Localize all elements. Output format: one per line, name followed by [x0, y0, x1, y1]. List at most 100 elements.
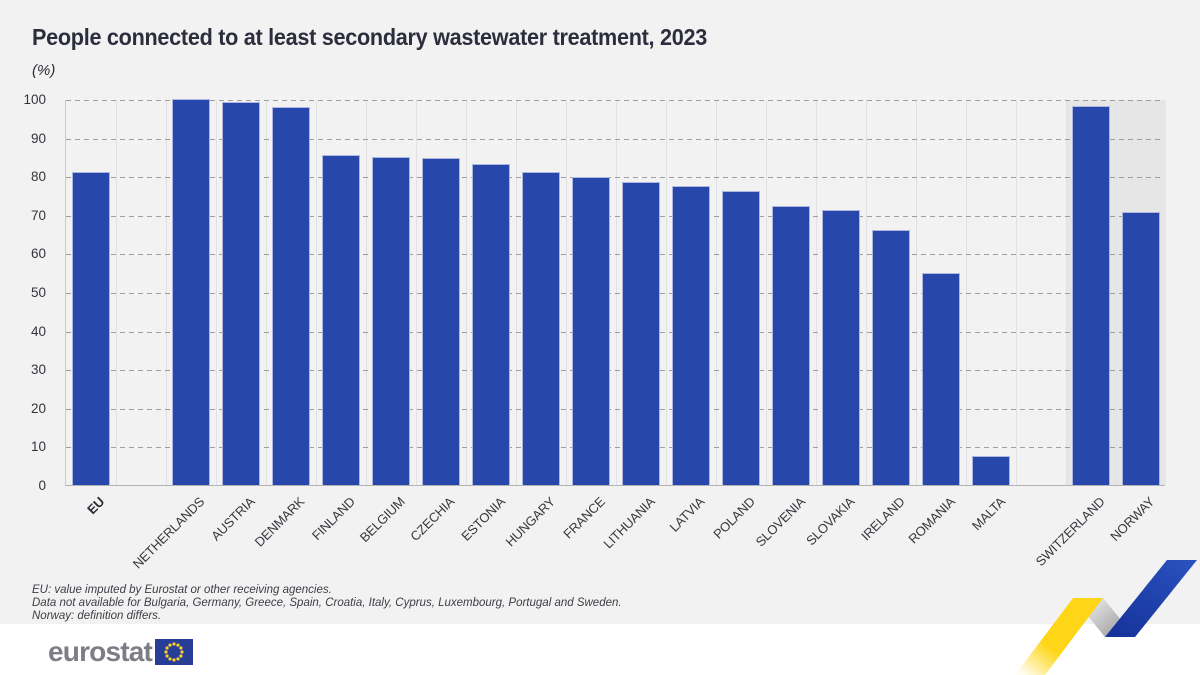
x-label-slot: LITHUANIA [600, 490, 665, 590]
flag-star [176, 657, 180, 661]
bar-romania [922, 272, 960, 485]
x-label-slot: BELGIUM [357, 490, 415, 590]
horizontal-gridline [66, 408, 1164, 410]
bar-czechia [422, 158, 460, 485]
ribbon-blue-segment [1105, 560, 1197, 637]
horizontal-gridline [66, 370, 1164, 372]
ribbon-yellow-segment [1015, 598, 1103, 675]
bar-denmark [272, 106, 310, 485]
x-axis-label-norway: NORWAY [1107, 494, 1158, 544]
bar-poland [722, 191, 760, 485]
x-axis-label-france: FRANCE [560, 494, 608, 542]
plot-area [65, 99, 1166, 486]
flag-star [165, 646, 169, 650]
bar-belgium [372, 157, 410, 485]
vertical-gridline [166, 100, 167, 485]
decorative-ribbon-graphic [1015, 560, 1197, 675]
x-axis-label-czechia: CZECHIA [407, 494, 458, 544]
horizontal-gridline [66, 215, 1164, 217]
x-label-slot: IRELAND [858, 490, 915, 590]
bar-finland [322, 155, 360, 485]
horizontal-gridline [66, 100, 1164, 101]
x-label-slot: NETHERLANDS [130, 490, 215, 590]
horizontal-gridline [66, 331, 1164, 333]
vertical-gridline [416, 100, 417, 485]
x-label-slot: EU [65, 490, 115, 590]
horizontal-gridline [66, 254, 1164, 256]
bar-norway [1122, 212, 1160, 485]
footnote-line: Data not available for Bulgaria, Germany… [32, 596, 622, 609]
y-axis-label: 40 [30, 323, 46, 339]
y-axis: 0 10 20 30 40 50 60 70 80 90 100 [0, 92, 56, 493]
bar-netherlands [172, 99, 210, 485]
y-axis-label: 80 [30, 169, 46, 185]
vertical-gridline [516, 100, 517, 485]
vertical-gridline [866, 100, 867, 485]
eurostat-logo-text: eurostat [48, 636, 153, 667]
vertical-gridline [1016, 100, 1017, 485]
x-axis-label-estonia: ESTONIA [457, 494, 508, 544]
chart-card: People connected to at least secondary w… [0, 0, 1200, 624]
bar-malta [972, 456, 1010, 485]
flag-star [179, 654, 183, 658]
y-axis-label: 50 [30, 285, 46, 300]
vertical-gridline [666, 100, 667, 485]
horizontal-gridline [66, 177, 1164, 179]
flag-star [172, 658, 176, 662]
y-axis-label: 10 [30, 439, 46, 455]
x-label-slot: HUNGARY [502, 490, 565, 590]
vertical-gridline [1116, 100, 1117, 485]
footnotes: EU: value imputed by Eurostat or other r… [32, 584, 622, 622]
y-axis-label: 90 [30, 130, 46, 146]
vertical-gridline [566, 100, 567, 485]
x-label-slot: CZECHIA [408, 490, 465, 590]
horizontal-gridline [66, 447, 1164, 449]
vertical-gridline [466, 100, 467, 485]
y-axis-label: 100 [23, 92, 46, 107]
horizontal-gridline [66, 138, 1164, 140]
bar-hungary [522, 172, 560, 485]
bar-lithuania [622, 182, 660, 485]
flag-star [168, 657, 172, 661]
bar-slovakia [822, 209, 860, 485]
horizontal-gridline [66, 293, 1164, 294]
bar-slovenia [772, 205, 810, 485]
vertical-gridline [216, 100, 217, 485]
chart-title: People connected to at least secondary w… [32, 24, 707, 50]
flag-star [179, 646, 183, 650]
bar-ireland [872, 230, 910, 485]
x-label-slot: FINLAND [309, 490, 365, 590]
x-axis-label-ireland: IRELAND [858, 494, 908, 544]
vertical-gridline [316, 100, 317, 485]
y-axis-label: 30 [30, 362, 46, 378]
x-axis-label-eu: EU [84, 494, 108, 518]
eu-flag-icon [155, 639, 194, 665]
y-axis-label: 60 [30, 246, 46, 262]
vertical-gridline [766, 100, 767, 485]
y-axis-label: 20 [30, 400, 46, 416]
flag-star [180, 650, 184, 654]
bar-switzerland [1072, 105, 1110, 485]
vertical-gridline [816, 100, 817, 485]
x-axis-label-poland: POLAND [710, 494, 758, 542]
x-axis-label-latvia: LATVIA [666, 494, 708, 535]
bar-france [572, 176, 610, 485]
bar-estonia [472, 163, 510, 485]
vertical-gridline [116, 100, 117, 485]
chart-unit-label: (%) [32, 62, 56, 79]
x-axis-label-austria: AUSTRIA [208, 494, 258, 544]
bar-latvia [672, 185, 710, 485]
flag-star [172, 642, 176, 646]
x-label-slot: SLOVAKIA [803, 490, 865, 590]
eurostat-logo: eurostat [48, 636, 194, 667]
x-axis-label-finland: FINLAND [308, 494, 358, 543]
footnote-line: EU: value imputed by Eurostat or other r… [32, 584, 332, 596]
bar-eu [72, 172, 110, 485]
vertical-gridline [366, 100, 367, 485]
x-label-slot: ROMANIA [905, 490, 965, 590]
bar-austria [222, 101, 260, 485]
flag-star [164, 650, 168, 654]
x-axis-label-belgium: BELGIUM [356, 494, 408, 546]
y-axis-label: 70 [30, 207, 46, 223]
